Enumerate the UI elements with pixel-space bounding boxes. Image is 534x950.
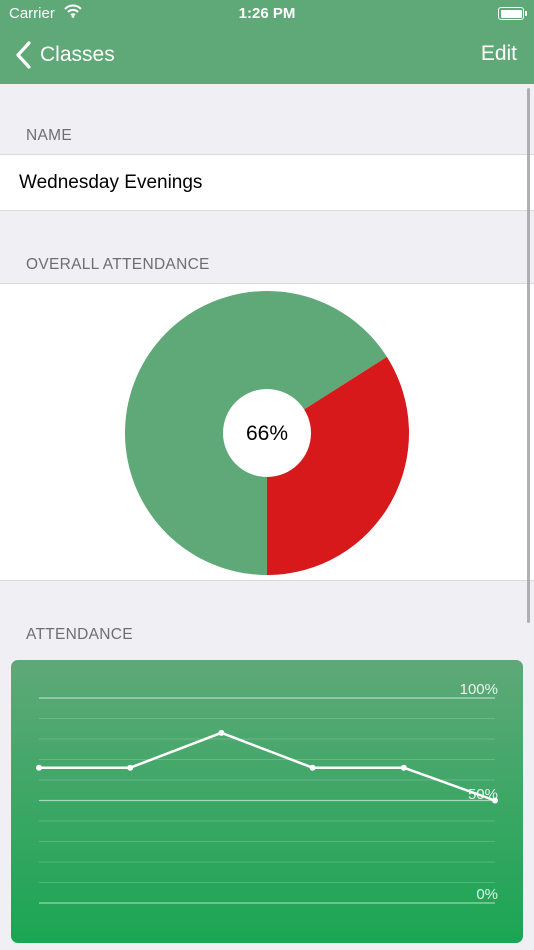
back-button-label: Classes (40, 43, 115, 66)
y-tick-label-0: 0% (476, 886, 498, 903)
chart-grid (39, 697, 495, 904)
overall-attendance-header: OVERALL ATTENDANCE (26, 256, 210, 273)
back-button[interactable]: Classes (14, 40, 115, 70)
data-point (218, 729, 225, 736)
battery-icon (498, 7, 527, 20)
carrier-label: Carrier (9, 5, 55, 22)
wifi-icon (64, 4, 82, 18)
edit-button[interactable]: Edit (480, 42, 517, 65)
pie-center-label: 66% (246, 422, 288, 445)
data-point (400, 764, 407, 771)
data-point (309, 764, 316, 771)
attendance-section-header: ATTENDANCE (26, 626, 133, 643)
chevron-left-icon (16, 41, 31, 69)
attendance-line-chart: 100% 50% 0% (11, 660, 523, 943)
class-name-value: Wednesday Evenings (19, 172, 203, 193)
name-cell[interactable]: Wednesday Evenings (0, 154, 534, 211)
y-tick-label-100: 100% (460, 681, 498, 698)
attendance-series-points (36, 729, 498, 804)
line-chart-canvas: 100% 50% 0% (36, 681, 498, 904)
scroll-indicator[interactable] (527, 88, 530, 623)
attendance-series-line (39, 731, 496, 802)
name-section-header: NAME (26, 127, 72, 144)
pie-center-hole (223, 389, 311, 477)
attendance-pie-chart: 66% (124, 290, 409, 575)
data-point (127, 764, 134, 771)
status-bar: Carrier 1:26 PM (0, 0, 534, 28)
status-time: 1:26 PM (238, 5, 296, 22)
data-point (36, 764, 42, 771)
overall-attendance-cell: 66% (0, 283, 534, 581)
data-point (492, 797, 498, 804)
navigation-bar: Classes Edit (0, 28, 534, 84)
